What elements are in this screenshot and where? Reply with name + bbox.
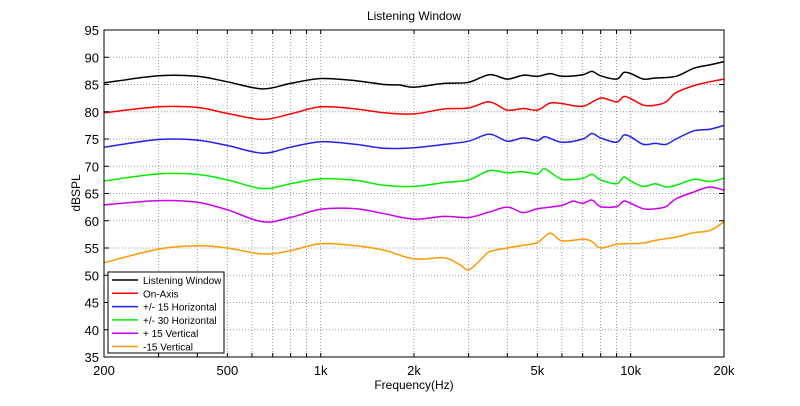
legend-label: + 15 Vertical [143,329,198,340]
chart-title: Listening Window [367,9,461,23]
series-line-15-vertical [103,186,725,223]
y-tick-label: 65 [85,187,99,202]
y-tick-label: 85 [85,78,99,93]
legend-label: -15 Vertical [143,343,193,354]
legend-label: On-Axis [143,289,179,300]
series-line-15-vertical [103,221,725,271]
y-tick-label: 80 [85,105,99,120]
x-tick-label: 200 [93,363,115,378]
grid [104,30,724,357]
y-tick-label: 50 [85,268,99,283]
x-tick-label: 5k [530,363,544,378]
x-tick-label: 2k [407,363,421,378]
y-tick-label: 55 [85,241,99,256]
legend-label: Listening Window [143,276,222,287]
series-lines [103,60,725,271]
y-tick-label: 40 [85,323,99,338]
series-line-15-horizontal [103,124,725,154]
y-axis-label: dBSPL [69,174,83,212]
legend-box [107,271,225,354]
x-tick-label: 10k [620,363,641,378]
y-tick-label: 95 [85,23,99,38]
series-line-on-axis [103,78,725,121]
series-line-30-horizontal [103,168,725,190]
series-line-listening-window [103,60,725,90]
y-tick-label: 60 [85,214,99,229]
x-tick-label: 20k [714,363,735,378]
y-tick-label: 35 [85,350,99,365]
x-tick-label: 1k [314,363,328,378]
x-axis-label: Frequency(Hz) [374,378,453,392]
y-tick-label: 90 [85,50,99,65]
y-tick-label: 75 [85,132,99,147]
x-tick-label: 500 [217,363,239,378]
legend-label: +/- 30 Horizontal [143,316,217,327]
legend: Listening Window On-Axis +/- 15 Horizontal… [107,271,225,354]
legend-label: +/- 15 Horizontal [143,303,217,314]
y-tick-label: 45 [85,296,99,311]
y-tick-label: 70 [85,159,99,174]
